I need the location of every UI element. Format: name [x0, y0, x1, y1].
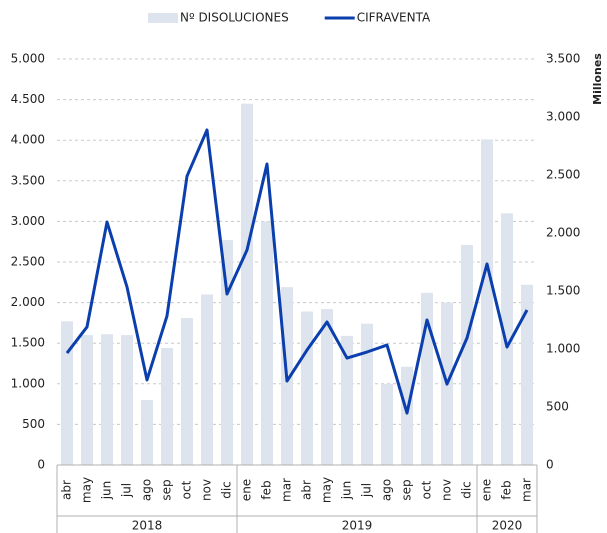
line — [65, 128, 529, 415]
y-tick-label: 1.000 — [11, 376, 45, 390]
y-tick-label: 3.000 — [11, 214, 45, 228]
bar — [221, 240, 233, 465]
x-tick-label: sep — [160, 479, 174, 500]
legend-label: Nº DISOLUCIONES — [180, 11, 289, 25]
x-tick-label: dic — [460, 481, 474, 499]
y-tick-label: 2.000 — [11, 295, 45, 309]
y-tick-label: 5.000 — [11, 52, 45, 66]
bar — [461, 244, 473, 465]
x-tick-label: feb — [260, 480, 274, 499]
x-tick-label: ago — [140, 479, 154, 501]
bar — [181, 318, 193, 465]
y-tick-label: 4.500 — [11, 92, 45, 106]
bar — [81, 335, 93, 465]
bar — [241, 103, 253, 465]
x-tick-label: abr — [60, 480, 74, 500]
x-tick-label: dic — [220, 481, 234, 499]
x-tick-label: feb — [500, 480, 514, 499]
x-tick-label: mar — [520, 478, 534, 502]
bar — [501, 213, 513, 465]
x-tick-label: oct — [420, 480, 434, 499]
y-tick-label: 4.000 — [11, 133, 45, 147]
y2-tick-label: 500 — [546, 400, 569, 414]
x-tick-label: abr — [300, 480, 314, 500]
y-tick-label: 3.500 — [11, 173, 45, 187]
x-tick-label: jun — [100, 481, 114, 501]
bar — [401, 366, 413, 465]
bar — [161, 348, 173, 465]
x-tick-label: jul — [120, 483, 134, 498]
y-tick-label: 0 — [37, 458, 45, 472]
bar — [381, 383, 393, 465]
x-tick-label: nov — [440, 479, 454, 501]
bar — [301, 311, 313, 465]
x-tick-label: may — [320, 477, 334, 503]
y2-axis-label: Millones — [591, 53, 604, 105]
x-tick-label: ene — [480, 479, 494, 501]
x-tick-label: ago — [380, 479, 394, 501]
y2-tick-label: 2.500 — [546, 168, 580, 182]
bar — [321, 309, 333, 465]
y2-tick-label: 1.500 — [546, 284, 580, 298]
x-tick-label: oct — [180, 480, 194, 499]
x-tick-label: may — [80, 477, 94, 503]
bar — [101, 334, 113, 465]
bar — [521, 284, 533, 465]
bar — [361, 323, 373, 465]
y-tick-label: 500 — [22, 417, 45, 431]
bar — [341, 335, 353, 465]
bar — [121, 335, 133, 465]
bar — [141, 400, 153, 465]
x-tick-label: nov — [200, 479, 214, 501]
bar — [201, 294, 213, 465]
bar — [61, 321, 73, 465]
y2-tick-label: 3.000 — [546, 110, 580, 124]
bar — [261, 221, 273, 465]
x-tick-label: jul — [360, 483, 374, 498]
legend-swatch — [148, 13, 178, 23]
x-tick-label: sep — [400, 479, 414, 500]
y2-tick-label: 3.500 — [546, 52, 580, 66]
group-label: 2018 — [132, 519, 163, 533]
legend-label: CIFRAVENTA — [357, 11, 431, 25]
y2-tick-label: 0 — [546, 458, 554, 472]
group-label: 2020 — [492, 519, 523, 533]
bar — [481, 139, 493, 465]
x-tick-label: ene — [240, 479, 254, 501]
y2-tick-label: 1.000 — [546, 342, 580, 356]
x-tick-label: jun — [340, 481, 354, 501]
y2-tick-label: 2.000 — [546, 226, 580, 240]
y-tick-label: 1.500 — [11, 336, 45, 350]
y-tick-label: 2.500 — [11, 255, 45, 269]
group-label: 2019 — [342, 519, 373, 533]
x-tick-label: mar — [280, 478, 294, 502]
